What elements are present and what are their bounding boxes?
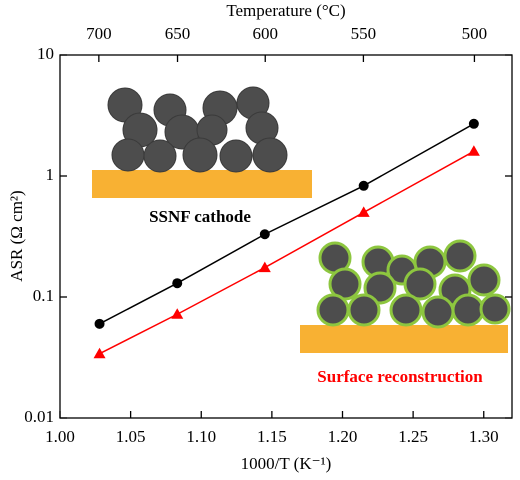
y-tick-label: 1	[46, 165, 55, 184]
y-tick-label: 0.1	[33, 286, 54, 305]
illustration-ssnf	[92, 86, 312, 198]
particle	[363, 271, 397, 305]
x2-axis-title: Temperature (°C)	[226, 1, 345, 20]
plot-frame	[59, 54, 513, 419]
substrate	[300, 325, 508, 353]
marker	[468, 118, 479, 129]
x-tick-label: 1.05	[116, 427, 146, 446]
x2-tick-label: 650	[165, 24, 191, 43]
marker	[93, 347, 106, 359]
x-tick-label: 1.00	[45, 427, 75, 446]
x-tick-label: 1.20	[328, 427, 358, 446]
x-tick-label: 1.10	[186, 427, 216, 446]
x2-tick-label: 500	[462, 24, 488, 43]
particle	[467, 263, 501, 297]
marker	[259, 229, 270, 240]
x2-tick-label: 550	[351, 24, 377, 43]
particle	[443, 239, 477, 273]
marker	[467, 145, 480, 156]
marker	[172, 278, 183, 289]
annotation: SSNF cathode	[149, 207, 251, 226]
annotation: Surface reconstruction	[317, 367, 483, 386]
particle	[252, 137, 288, 173]
y-axis-title: ASR (Ω cm²)	[7, 190, 26, 281]
x-tick-label: 1.30	[469, 427, 499, 446]
particle	[403, 267, 437, 301]
particle	[316, 293, 350, 327]
marker	[358, 180, 369, 191]
particle	[347, 293, 381, 327]
particle	[219, 139, 253, 173]
y-tick-label: 0.01	[24, 407, 54, 426]
particle	[182, 137, 218, 173]
x-axis-title: 1000/T (K⁻¹)	[241, 454, 332, 473]
particle	[111, 138, 145, 172]
particle	[479, 293, 511, 325]
particle	[421, 295, 455, 329]
particle	[389, 293, 423, 327]
x-tick-label: 1.15	[257, 427, 287, 446]
marker	[258, 261, 271, 273]
x2-tick-label: 600	[252, 24, 278, 43]
particle	[143, 139, 177, 173]
x2-tick-label: 700	[86, 24, 112, 43]
y-tick-label: 10	[37, 44, 54, 63]
marker	[357, 206, 370, 217]
x-tick-label: 1.25	[398, 427, 428, 446]
marker	[94, 318, 105, 329]
marker	[171, 308, 184, 319]
illustration-reconstructed	[300, 239, 511, 353]
substrate	[92, 170, 312, 198]
particle	[451, 293, 485, 327]
